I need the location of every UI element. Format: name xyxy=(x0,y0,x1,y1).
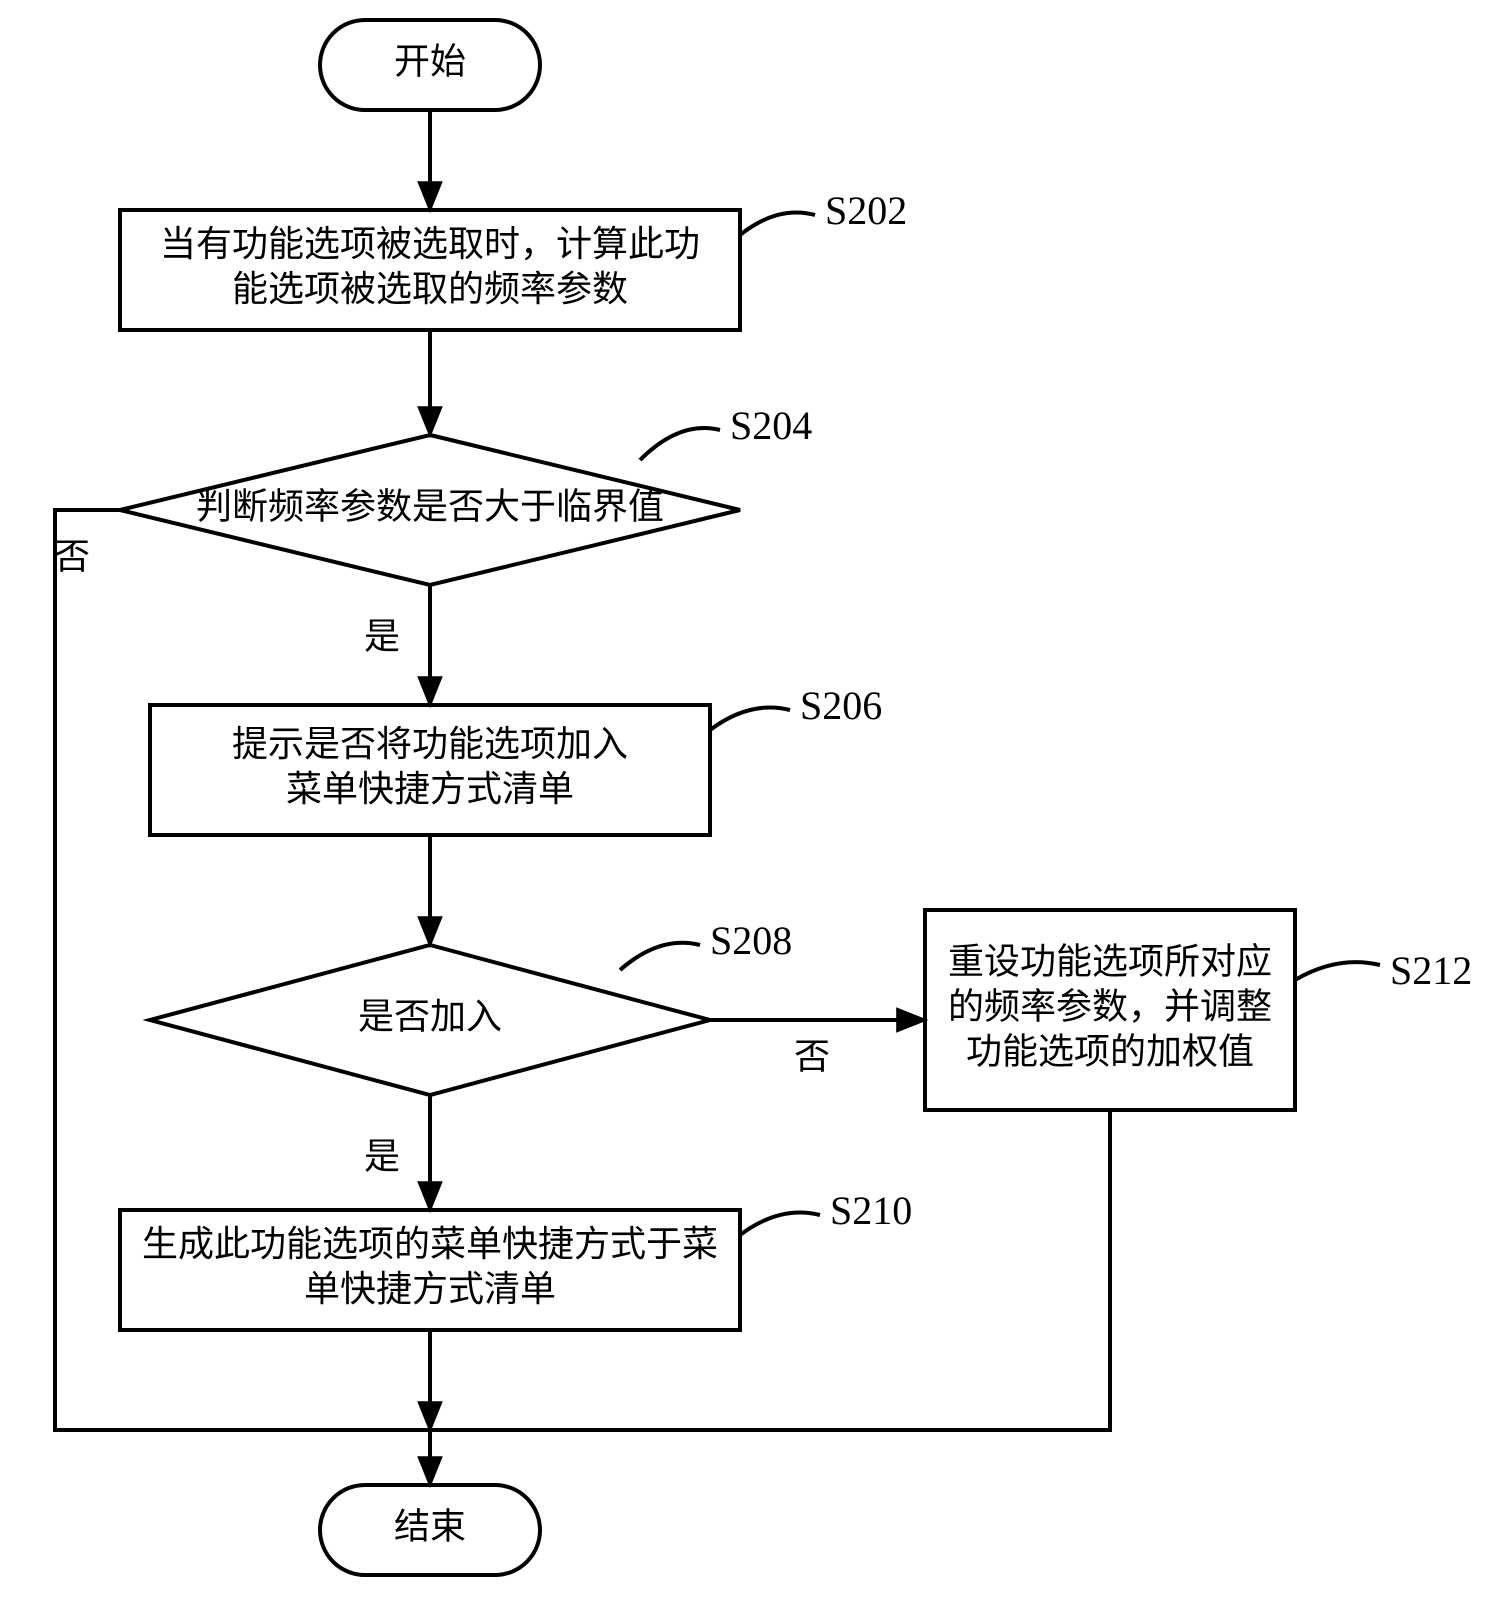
edge-label: 否 xyxy=(794,1036,830,1076)
step-label: S212 xyxy=(1390,948,1472,993)
step-label: S202 xyxy=(825,188,907,233)
flowchart-canvas: 是是否否开始当有功能选项被选取时，计算此功能选项被选取的频率参数判断频率参数是否… xyxy=(0,0,1507,1597)
edge-label: 是 xyxy=(364,616,400,656)
node-text: 重设功能选项所对应 xyxy=(948,941,1272,981)
node-text: 能选项被选取的频率参数 xyxy=(232,269,628,309)
node-text: 单快捷方式清单 xyxy=(304,1269,556,1309)
leader-line xyxy=(640,428,720,460)
node-text: 提示是否将功能选项加入 xyxy=(232,724,628,764)
step-label: S206 xyxy=(800,683,882,728)
node-text: 生成此功能选项的菜单快捷方式于菜 xyxy=(142,1224,718,1264)
node-text: 当有功能选项被选取时，计算此功 xyxy=(160,224,700,264)
step-label: S204 xyxy=(730,403,812,448)
step-label: S208 xyxy=(710,918,792,963)
leader-line xyxy=(740,1213,820,1236)
node-text: 是否加入 xyxy=(358,996,502,1036)
edge-label: 否 xyxy=(54,536,90,576)
node-text: 的频率参数，并调整 xyxy=(948,986,1272,1026)
leader-line xyxy=(710,708,790,731)
step-label: S210 xyxy=(830,1188,912,1233)
node-text: 结束 xyxy=(394,1506,466,1546)
node-text: 开始 xyxy=(394,41,466,81)
node-text: 判断频率参数是否大于临界值 xyxy=(196,486,664,526)
node-text: 菜单快捷方式清单 xyxy=(286,769,574,809)
leader-line xyxy=(740,213,815,236)
edge-label: 是 xyxy=(364,1136,400,1176)
leader-line xyxy=(620,943,700,970)
node-text: 功能选项的加权值 xyxy=(966,1031,1254,1071)
leader-line xyxy=(1295,962,1380,980)
